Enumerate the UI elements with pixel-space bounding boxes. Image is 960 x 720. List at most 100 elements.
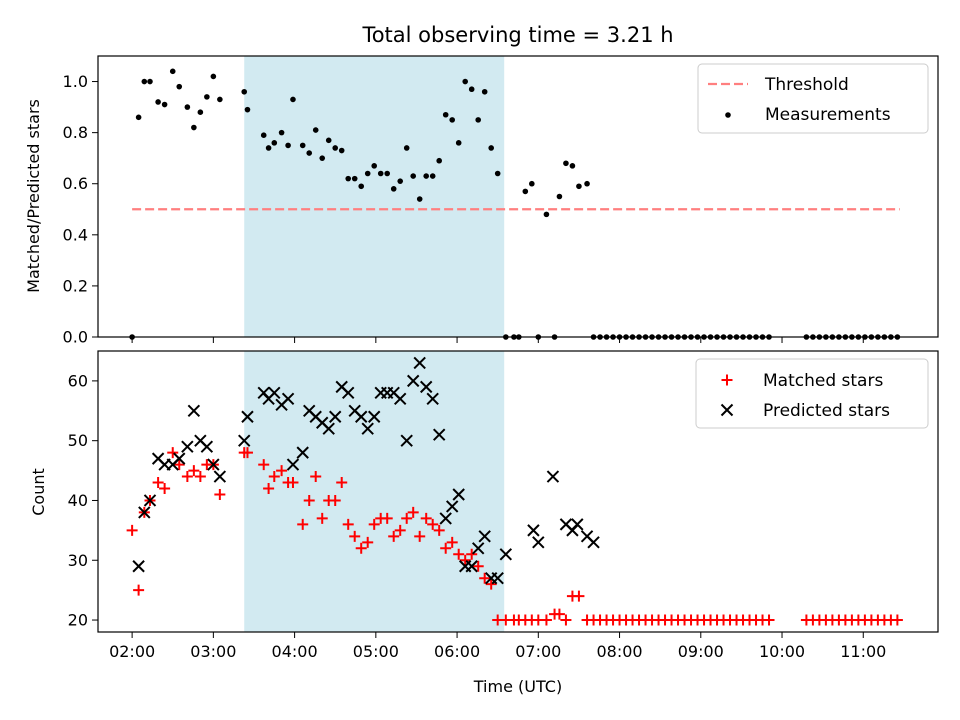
- matched-star-point: [268, 471, 280, 483]
- measurement-point: [390, 186, 397, 192]
- measurement-point: [529, 180, 535, 187]
- predicted-star-point: [393, 392, 407, 406]
- matched-star-point: [173, 459, 185, 471]
- matched-star-point: [287, 477, 299, 489]
- measurement-point: [358, 183, 365, 190]
- matched-star-point: [258, 459, 270, 471]
- measurement-point: [176, 83, 183, 90]
- predicted-star-point: [532, 536, 545, 549]
- measurement-point: [442, 111, 449, 118]
- shaded-interval: [244, 56, 505, 337]
- measurement-point: [147, 78, 153, 85]
- predicted-star-point: [238, 434, 251, 447]
- measurement-point: [161, 101, 168, 108]
- predicted-star-point: [138, 506, 151, 519]
- predicted-star-point: [465, 560, 478, 573]
- legend-box: [697, 63, 929, 134]
- matched-star-point: [540, 614, 552, 626]
- measurement-point: [543, 211, 550, 218]
- y-tick-label: 0.4: [63, 225, 88, 244]
- bottom-y-axis-label: Count: [29, 468, 48, 516]
- measurement-point: [155, 99, 161, 105]
- matched-star-point: [414, 530, 426, 542]
- measurement-point: [423, 173, 430, 179]
- measurement-point: [556, 193, 563, 200]
- measurement-point: [278, 129, 285, 136]
- matched-star-point: [479, 572, 491, 584]
- x-tick-label: 11:00: [840, 642, 886, 661]
- predicted-star-point: [143, 494, 157, 507]
- measurement-point: [584, 180, 590, 187]
- matched-star-point: [188, 465, 200, 477]
- predicted-star-point: [452, 488, 465, 501]
- measurement-point: [576, 183, 582, 190]
- measurement-point: [244, 106, 251, 113]
- measurement-point: [429, 173, 436, 179]
- matched-star-point: [763, 614, 775, 626]
- predicted-star-point: [213, 470, 227, 483]
- predicted-star-point: [413, 356, 426, 370]
- measurement-point: [241, 88, 248, 95]
- predicted-star-point: [268, 386, 281, 400]
- measurement-point: [191, 124, 197, 131]
- measurement-point: [210, 73, 217, 80]
- measurement-point: [319, 155, 326, 161]
- measurement-point: [204, 94, 210, 100]
- predicted-star-point: [132, 560, 145, 573]
- measurement-point: [325, 137, 332, 144]
- measurement-point: [351, 175, 358, 182]
- measurement-point: [312, 127, 319, 133]
- measurement-point: [416, 196, 423, 202]
- predicted-star-point: [329, 410, 342, 423]
- y-tick-label: 60: [68, 371, 88, 390]
- matched-star-point: [194, 471, 206, 483]
- y-tick-label: 0.2: [63, 276, 88, 295]
- x-tick-label: 07:00: [515, 642, 561, 661]
- matched-star-point: [214, 488, 226, 500]
- x-tick-label: 04:00: [272, 642, 318, 661]
- measurement-point: [371, 163, 378, 169]
- measurement-point: [184, 104, 191, 110]
- legend-measurements-swatch: [725, 112, 731, 118]
- matched-star-point: [181, 471, 193, 483]
- predicted-star-point: [241, 410, 254, 423]
- matched-star-point: [167, 447, 179, 459]
- matched-star-point: [303, 494, 315, 506]
- measurement-point: [197, 109, 204, 115]
- y-tick-label: 20: [68, 611, 88, 630]
- matched-star-point: [407, 506, 419, 518]
- bottom-axes-frame: [97, 350, 939, 633]
- predicted-star-point: [207, 458, 220, 471]
- top-panel: 0.0 0.2 0.4 0.6 0.8 1.0 Threshold Measurements: [63, 55, 939, 347]
- matched-star-point: [349, 530, 361, 542]
- predicted-star-point: [322, 422, 335, 435]
- matched-star-point: [362, 536, 374, 548]
- top-axes-frame: [97, 55, 939, 338]
- predicted-star-point: [400, 434, 413, 447]
- bottom-legend: Matched stars Predicted stars: [695, 358, 929, 429]
- predicted-star-point: [361, 422, 374, 435]
- matched-star-point: [433, 524, 445, 536]
- matched-star-point: [276, 465, 288, 477]
- measurement-point: [468, 86, 475, 93]
- matched-star-point: [573, 590, 585, 602]
- matched-star-point: [446, 536, 458, 548]
- measurement-point: [563, 160, 569, 167]
- legend-matched-label: Matched stars: [763, 371, 883, 391]
- x-tick-label: 02:00: [109, 642, 155, 661]
- matched-star-point: [466, 548, 478, 560]
- predicted-star-point: [439, 512, 452, 525]
- legend-measurements-label: Measurements: [765, 105, 891, 125]
- predicted-star-point: [181, 440, 194, 453]
- predicted-star-point: [587, 536, 600, 549]
- y-tick-label: 30: [68, 551, 88, 570]
- matched-star-point: [355, 542, 367, 554]
- matched-star-point: [440, 542, 452, 554]
- measurement-point: [475, 117, 481, 123]
- matched-star-point: [126, 524, 138, 536]
- x-axis-label: Time (UTC): [473, 677, 562, 696]
- predicted-star-point: [200, 440, 214, 453]
- measurement-point: [260, 132, 267, 138]
- measurement-point: [377, 170, 384, 177]
- measurement-point: [135, 114, 142, 121]
